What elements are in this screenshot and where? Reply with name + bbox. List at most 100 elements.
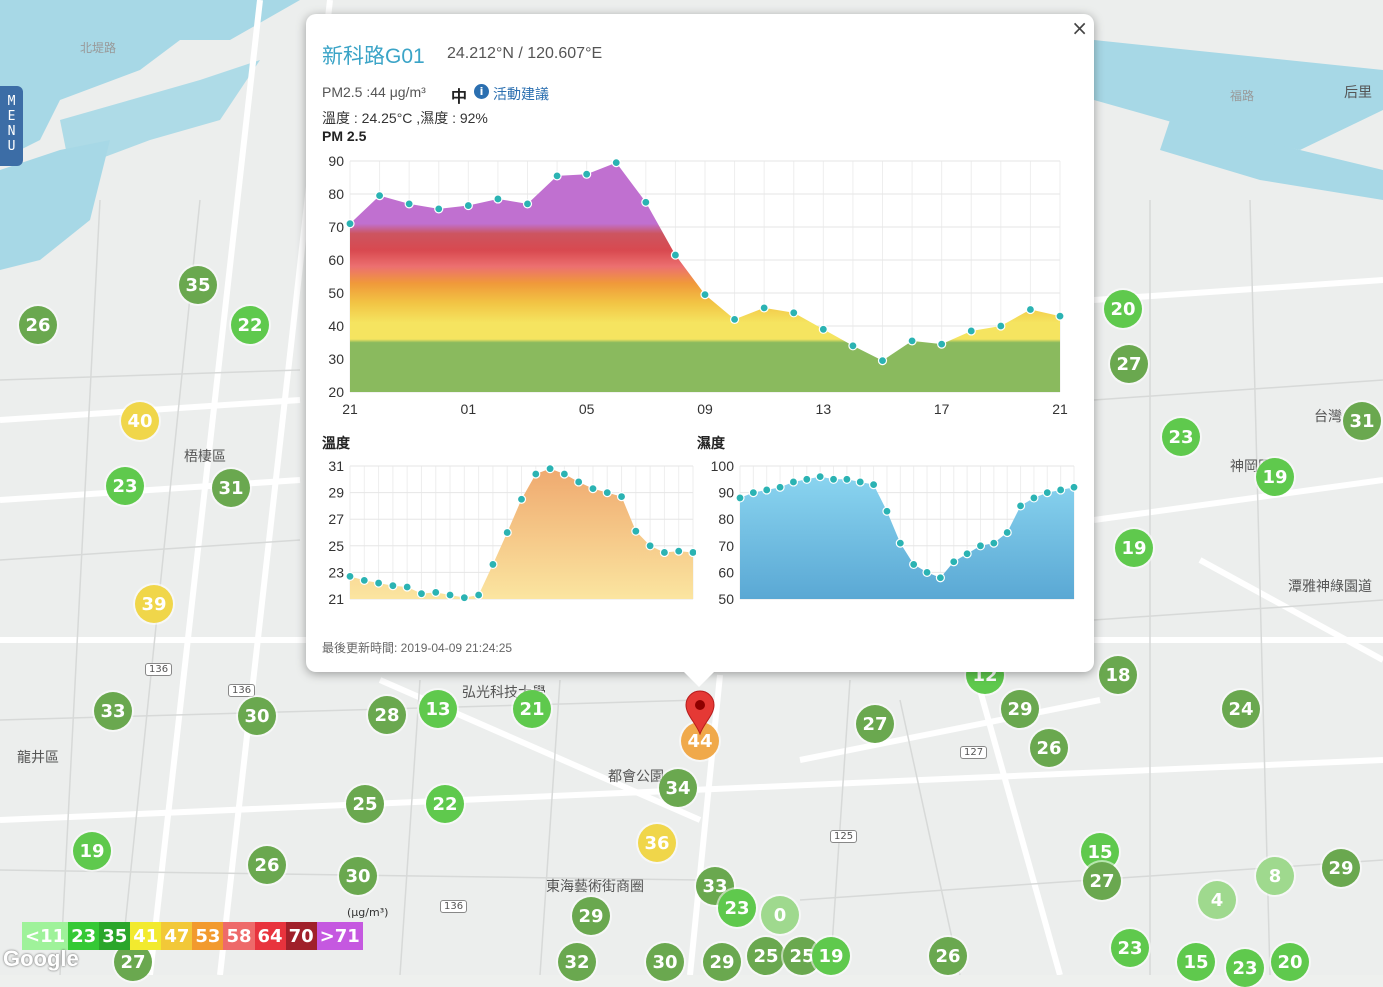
- map-place-label: 潭雅神綠園道: [1288, 578, 1372, 594]
- station-marker[interactable]: 34: [659, 769, 697, 807]
- data-point: [748, 487, 758, 498]
- station-marker[interactable]: 26: [19, 306, 57, 344]
- y-tick-label: 70: [718, 538, 734, 554]
- data-point: [729, 314, 740, 324]
- station-marker[interactable]: 33: [94, 692, 132, 730]
- data-point: [359, 575, 369, 585]
- station-popup: × 新科路G01 24.212°N / 120.607°E PM2.5 :44 …: [306, 14, 1094, 672]
- station-marker[interactable]: 29: [572, 897, 610, 935]
- station-marker[interactable]: 23: [718, 889, 756, 927]
- data-point: [588, 484, 598, 494]
- station-marker[interactable]: 23: [106, 467, 144, 505]
- station-marker[interactable]: 31: [1343, 402, 1381, 440]
- data-point: [641, 197, 651, 207]
- station-marker[interactable]: 8: [1256, 857, 1294, 895]
- station-marker[interactable]: 30: [339, 857, 377, 895]
- humidity-chart: 50 60 70 80 90 100: [711, 458, 1079, 607]
- map-place-label: 台灣: [1314, 408, 1342, 424]
- station-marker[interactable]: 22: [231, 306, 269, 344]
- data-point: [975, 541, 986, 551]
- legend-cell: 23: [68, 922, 100, 950]
- station-marker[interactable]: 19: [1115, 529, 1153, 567]
- data-point: [493, 194, 503, 204]
- station-marker[interactable]: 32: [558, 943, 596, 981]
- data-point: [531, 469, 541, 479]
- y-tick-label: 30: [328, 351, 344, 367]
- station-marker[interactable]: 23: [1226, 949, 1264, 987]
- data-point: [345, 571, 355, 581]
- station-marker[interactable]: 31: [212, 469, 250, 507]
- station-marker[interactable]: 36: [638, 824, 676, 862]
- data-point: [445, 590, 455, 600]
- station-marker[interactable]: 25: [783, 937, 821, 975]
- x-tick-label: 21: [1052, 401, 1068, 417]
- data-point: [545, 464, 555, 474]
- data-point: [815, 472, 825, 482]
- station-marker[interactable]: 24: [1222, 690, 1260, 728]
- station-marker[interactable]: 27: [856, 705, 894, 743]
- data-point: [759, 303, 769, 313]
- pm25-chart: 20 30 40 50 60 70 80 90 21 01 05 09 13 17 21: [328, 153, 1068, 417]
- station-marker[interactable]: 21: [513, 690, 551, 728]
- station-marker[interactable]: 25: [346, 785, 384, 823]
- station-marker[interactable]: 30: [646, 943, 684, 981]
- station-marker[interactable]: 27: [1083, 862, 1121, 900]
- legend-cell: 70: [285, 922, 317, 950]
- pm25-legend: <11 23 35 41 47 53 58 64 70 >71: [22, 922, 363, 950]
- station-marker[interactable]: 35: [179, 266, 217, 304]
- station-marker[interactable]: 19: [1256, 458, 1294, 496]
- data-point: [645, 541, 655, 551]
- station-marker[interactable]: 20: [1271, 943, 1309, 981]
- station-marker[interactable]: 4: [1198, 881, 1236, 919]
- data-point: [855, 477, 865, 487]
- station-marker[interactable]: 25: [747, 937, 785, 975]
- station-marker[interactable]: 0: [761, 896, 799, 934]
- station-marker[interactable]: 26: [248, 846, 286, 884]
- station-marker[interactable]: 18: [1099, 656, 1137, 694]
- data-point: [882, 506, 892, 516]
- popup-tail: [683, 671, 715, 687]
- station-marker[interactable]: 27: [1110, 345, 1148, 383]
- station-marker[interactable]: 19: [812, 937, 850, 975]
- data-point: [582, 169, 592, 179]
- data-point: [1069, 482, 1079, 492]
- station-marker[interactable]: 22: [426, 785, 464, 823]
- station-marker[interactable]: 26: [1030, 729, 1068, 767]
- station-marker[interactable]: 19: [73, 832, 111, 870]
- station-marker[interactable]: 28: [368, 696, 406, 734]
- station-marker[interactable]: 15: [1177, 943, 1215, 981]
- route-shield: 127: [960, 746, 988, 759]
- data-point: [1002, 527, 1012, 538]
- data-point: [611, 158, 621, 168]
- station-marker[interactable]: 29: [1001, 690, 1039, 728]
- data-point: [877, 356, 888, 366]
- station-marker[interactable]: 39: [135, 585, 173, 623]
- data-point: [962, 549, 972, 559]
- x-tick-label: 21: [342, 401, 358, 417]
- data-point: [488, 559, 498, 570]
- station-marker[interactable]: 30: [238, 697, 276, 735]
- station-marker[interactable]: 44: [681, 722, 719, 760]
- station-marker[interactable]: 26: [929, 937, 967, 975]
- data-point: [949, 557, 959, 567]
- activity-advice-link[interactable]: 活動建議: [493, 86, 549, 102]
- station-marker[interactable]: 20: [1104, 290, 1142, 328]
- station-marker[interactable]: 29: [703, 943, 741, 981]
- x-tick-label: 09: [697, 401, 713, 417]
- data-point: [522, 199, 533, 209]
- data-point: [966, 326, 976, 336]
- info-icon[interactable]: i: [474, 84, 489, 99]
- station-marker[interactable]: 40: [121, 402, 159, 440]
- data-point: [762, 485, 772, 495]
- station-marker[interactable]: 23: [1162, 418, 1200, 456]
- station-marker[interactable]: 29: [1322, 849, 1360, 887]
- station-marker[interactable]: 13: [419, 690, 457, 728]
- google-logo: Google: [3, 946, 79, 971]
- selected-station-pin[interactable]: [684, 689, 716, 735]
- data-point: [907, 336, 917, 346]
- data-point: [1029, 493, 1039, 503]
- close-icon[interactable]: ×: [1071, 16, 1088, 40]
- station-marker[interactable]: 23: [1111, 929, 1149, 967]
- map-place-label: 后里: [1344, 84, 1372, 100]
